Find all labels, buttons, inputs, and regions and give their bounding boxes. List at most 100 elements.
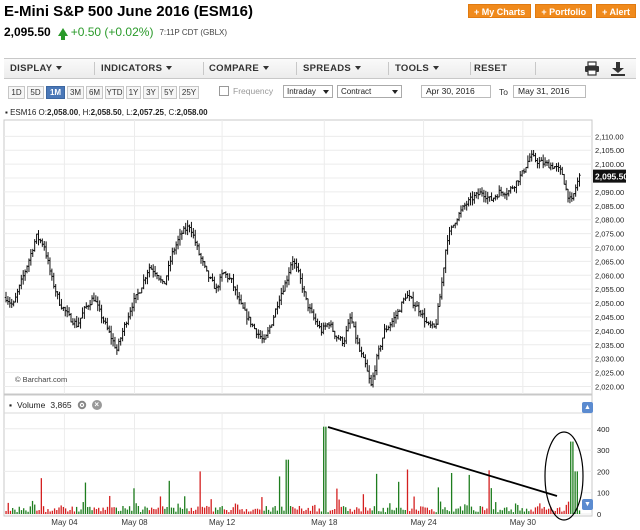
volume-bar [223,509,226,514]
close-label: C: [168,108,177,117]
timeframe-button[interactable]: 1D [8,86,25,99]
volume-bar [14,509,16,514]
volume-bar [25,510,27,514]
volume-scroll-down-button[interactable]: ▼ [582,499,593,510]
volume-bar [292,506,294,514]
volume-bar [241,509,243,514]
volume-label: Volume [17,400,46,410]
volume-bar [393,510,395,514]
volume-bar [534,507,537,514]
volume-bar [162,506,164,514]
volume-bar [89,506,91,514]
volume-bar [559,507,561,514]
spreads-menu[interactable]: SPREADS [303,59,362,78]
alert-button[interactable]: + Alert [596,4,636,18]
volume-bar [334,509,336,514]
display-menu[interactable]: DISPLAY [10,59,63,78]
frequency-checkbox[interactable] [219,86,229,96]
volume-bar [80,509,82,514]
volume-bar [411,508,413,514]
printer-icon[interactable] [584,61,600,76]
tools-menu[interactable]: TOOLS [395,59,440,78]
volume-bar [545,509,548,514]
volume-bar [71,506,73,514]
portfolio-button[interactable]: + Portfolio [535,4,593,18]
volume-bar [173,507,175,514]
volume-bar [364,507,367,514]
price-tick-label: 2,030.00 [595,355,624,364]
volume-bar [497,512,499,514]
compare-menu[interactable]: COMPARE [209,59,269,78]
volume-bar [186,508,188,514]
volume-bar [210,499,212,514]
open-label: O: [38,108,47,117]
volume-bar [532,511,534,514]
volume-bar [272,507,274,514]
date-from-input[interactable]: Apr 30, 2016 [421,85,491,98]
download-icon[interactable] [610,61,626,76]
chevron-down-icon [323,90,329,94]
volume-bar [378,511,380,514]
volume-bar [386,507,389,514]
my-charts-button[interactable]: + My Charts [468,4,532,18]
volume-bar [120,510,122,514]
timeframe-button-active[interactable]: 1M [46,86,65,99]
volume-bar [422,506,424,514]
volume-bar [439,501,442,514]
volume-bar [413,496,415,514]
volume-bar [75,506,78,514]
timeframe-button[interactable]: 3M [67,86,84,99]
volume-scroll-up-button[interactable]: ▲ [582,402,593,413]
reset-button[interactable]: RESET [474,59,507,78]
price-bars [4,150,581,388]
volume-bar [208,506,210,514]
volume-bar [144,506,146,514]
date-to-input[interactable]: May 31, 2016 [513,85,586,98]
timeframe-button[interactable]: 25Y [179,86,199,99]
volume-bar [325,426,327,514]
chevron-down-icon [433,66,440,70]
volume-bar [428,510,431,514]
timeframe-button[interactable]: 3Y [143,86,159,99]
high-label: H: [82,108,91,117]
volume-bar [111,507,113,514]
volume-bar [157,507,159,514]
timeframe-button[interactable]: YTD [105,86,124,99]
volume-bar [556,508,559,514]
volume-bar [384,512,387,514]
volume-bar [168,480,170,514]
time-tick-label: May 30 [510,518,537,527]
volume-bar [431,509,433,514]
volume-bar [150,507,153,514]
menu-divider [470,62,471,75]
contract-select[interactable]: Contract [337,85,402,98]
volume-bar [155,509,157,514]
volume-bar [221,506,223,514]
quote-time: 7:11P CDT (GBLX) [159,27,228,37]
volume-bar [342,506,345,514]
volume-bar [47,509,49,514]
timeframe-button[interactable]: 1Y [126,86,141,99]
volume-bar [104,509,106,514]
volume-bar [450,472,453,514]
indicators-menu[interactable]: INDICATORS [101,59,173,78]
volume-bar [484,510,486,514]
volume-bar [274,506,276,514]
volume-bar [453,511,455,514]
timeframe-button[interactable]: 5D [27,86,44,99]
volume-bar [98,507,100,514]
price-tick-label: 2,065.00 [595,257,624,266]
tools-menu-label: TOOLS [395,63,430,74]
volume-bar [250,511,252,514]
close-icon[interactable]: × [91,400,102,410]
volume-bar [148,510,151,514]
timeframe-button[interactable]: 6M [86,86,103,99]
volume-bar [252,509,254,514]
volume-bar [300,508,303,514]
volume-bar [12,507,14,514]
timeframe-button[interactable]: 5Y [161,86,177,99]
frequency-select[interactable]: Intraday [283,85,333,98]
gear-icon[interactable] [77,400,87,410]
volume-bar [261,497,263,514]
close-value: 2,058.00 [176,108,208,117]
